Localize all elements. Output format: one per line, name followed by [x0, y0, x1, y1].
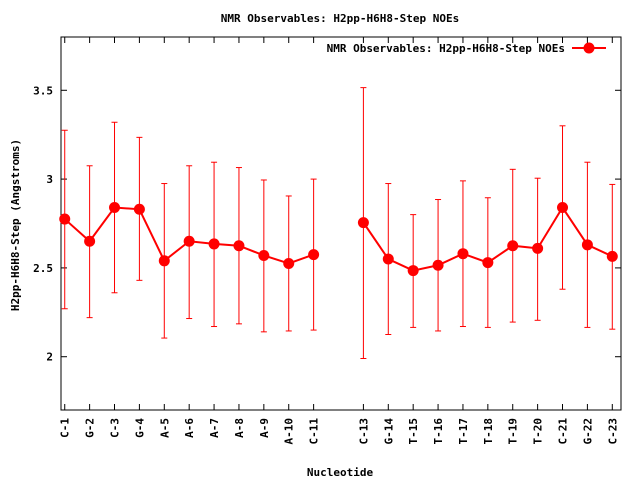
data-point	[357, 217, 369, 229]
x-tick-label: C-3	[109, 418, 122, 438]
plot-frame	[60, 36, 622, 411]
data-point	[557, 202, 569, 214]
plot-border	[60, 36, 622, 411]
data-point	[133, 203, 145, 215]
data-point	[84, 235, 96, 247]
data-point	[581, 239, 593, 251]
y-tick-label: 3.5	[33, 84, 53, 97]
y-tick-label: 2.5	[33, 262, 53, 275]
data-point	[532, 242, 544, 254]
x-tick-label: A-9	[258, 418, 271, 438]
data-points	[59, 202, 618, 277]
data-point	[233, 240, 245, 252]
data-point	[432, 259, 444, 271]
series-lines	[64, 205, 613, 272]
legend-marker-swatch	[583, 42, 595, 54]
data-point	[482, 257, 494, 269]
chart-title: NMR Observables: H2pp-H6H8-Step NOEs	[221, 12, 459, 25]
data-point	[457, 248, 469, 260]
data-point	[283, 257, 295, 269]
data-point	[606, 250, 618, 262]
y-tick-label: 3	[46, 173, 53, 186]
y-tick-label: 2	[46, 351, 53, 364]
x-tick-label: T-16	[432, 418, 445, 445]
data-point	[59, 213, 71, 225]
x-tick-label: C-13	[357, 418, 370, 445]
data-point	[208, 238, 220, 250]
x-axis: C-1 G-2 C-3 G-4 A-5 A-6 A-7 A-8 A-9 A-10 C-11 C-13 G…	[59, 37, 619, 445]
data-point	[158, 255, 170, 267]
y-axis-label: H2pp-H6H8-Step (Angstroms)	[9, 139, 22, 311]
x-tick-label: A-7	[208, 418, 221, 438]
data-point	[407, 265, 419, 277]
legend-label: NMR Observables: H2pp-H6H8-Step NOEs	[327, 42, 565, 55]
x-tick-label: A-5	[158, 418, 171, 438]
x-tick-label: T-17	[457, 418, 470, 445]
x-tick-label: G-4	[133, 418, 146, 438]
x-tick-label: C-21	[557, 418, 570, 445]
x-tick-label: G-22	[581, 418, 594, 445]
data-point	[382, 253, 394, 265]
x-tick-label: T-20	[532, 418, 545, 445]
x-tick-label: T-15	[407, 418, 420, 445]
x-axis-label: Nucleotide	[307, 466, 374, 479]
data-point	[258, 249, 270, 261]
y-axis: 2 2.5 3 3.5	[33, 84, 621, 364]
x-tick-label: C-1	[59, 418, 72, 438]
x-tick-label: G-2	[84, 418, 97, 438]
legend: NMR Observables: H2pp-H6H8-Step NOEs	[327, 42, 606, 55]
x-tick-label: C-11	[308, 418, 321, 445]
x-tick-label: T-18	[482, 418, 495, 445]
x-tick-label: C-23	[606, 418, 619, 445]
x-tick-label: A-10	[283, 418, 296, 445]
x-tick-label: A-6	[183, 418, 196, 438]
data-point	[183, 235, 195, 247]
error-bars	[61, 87, 616, 359]
x-tick-label: G-14	[382, 418, 395, 445]
data-point	[507, 240, 519, 252]
data-point	[109, 202, 121, 214]
x-tick-label: A-8	[233, 418, 246, 438]
data-point	[308, 249, 320, 261]
x-tick-label: T-19	[507, 418, 520, 445]
